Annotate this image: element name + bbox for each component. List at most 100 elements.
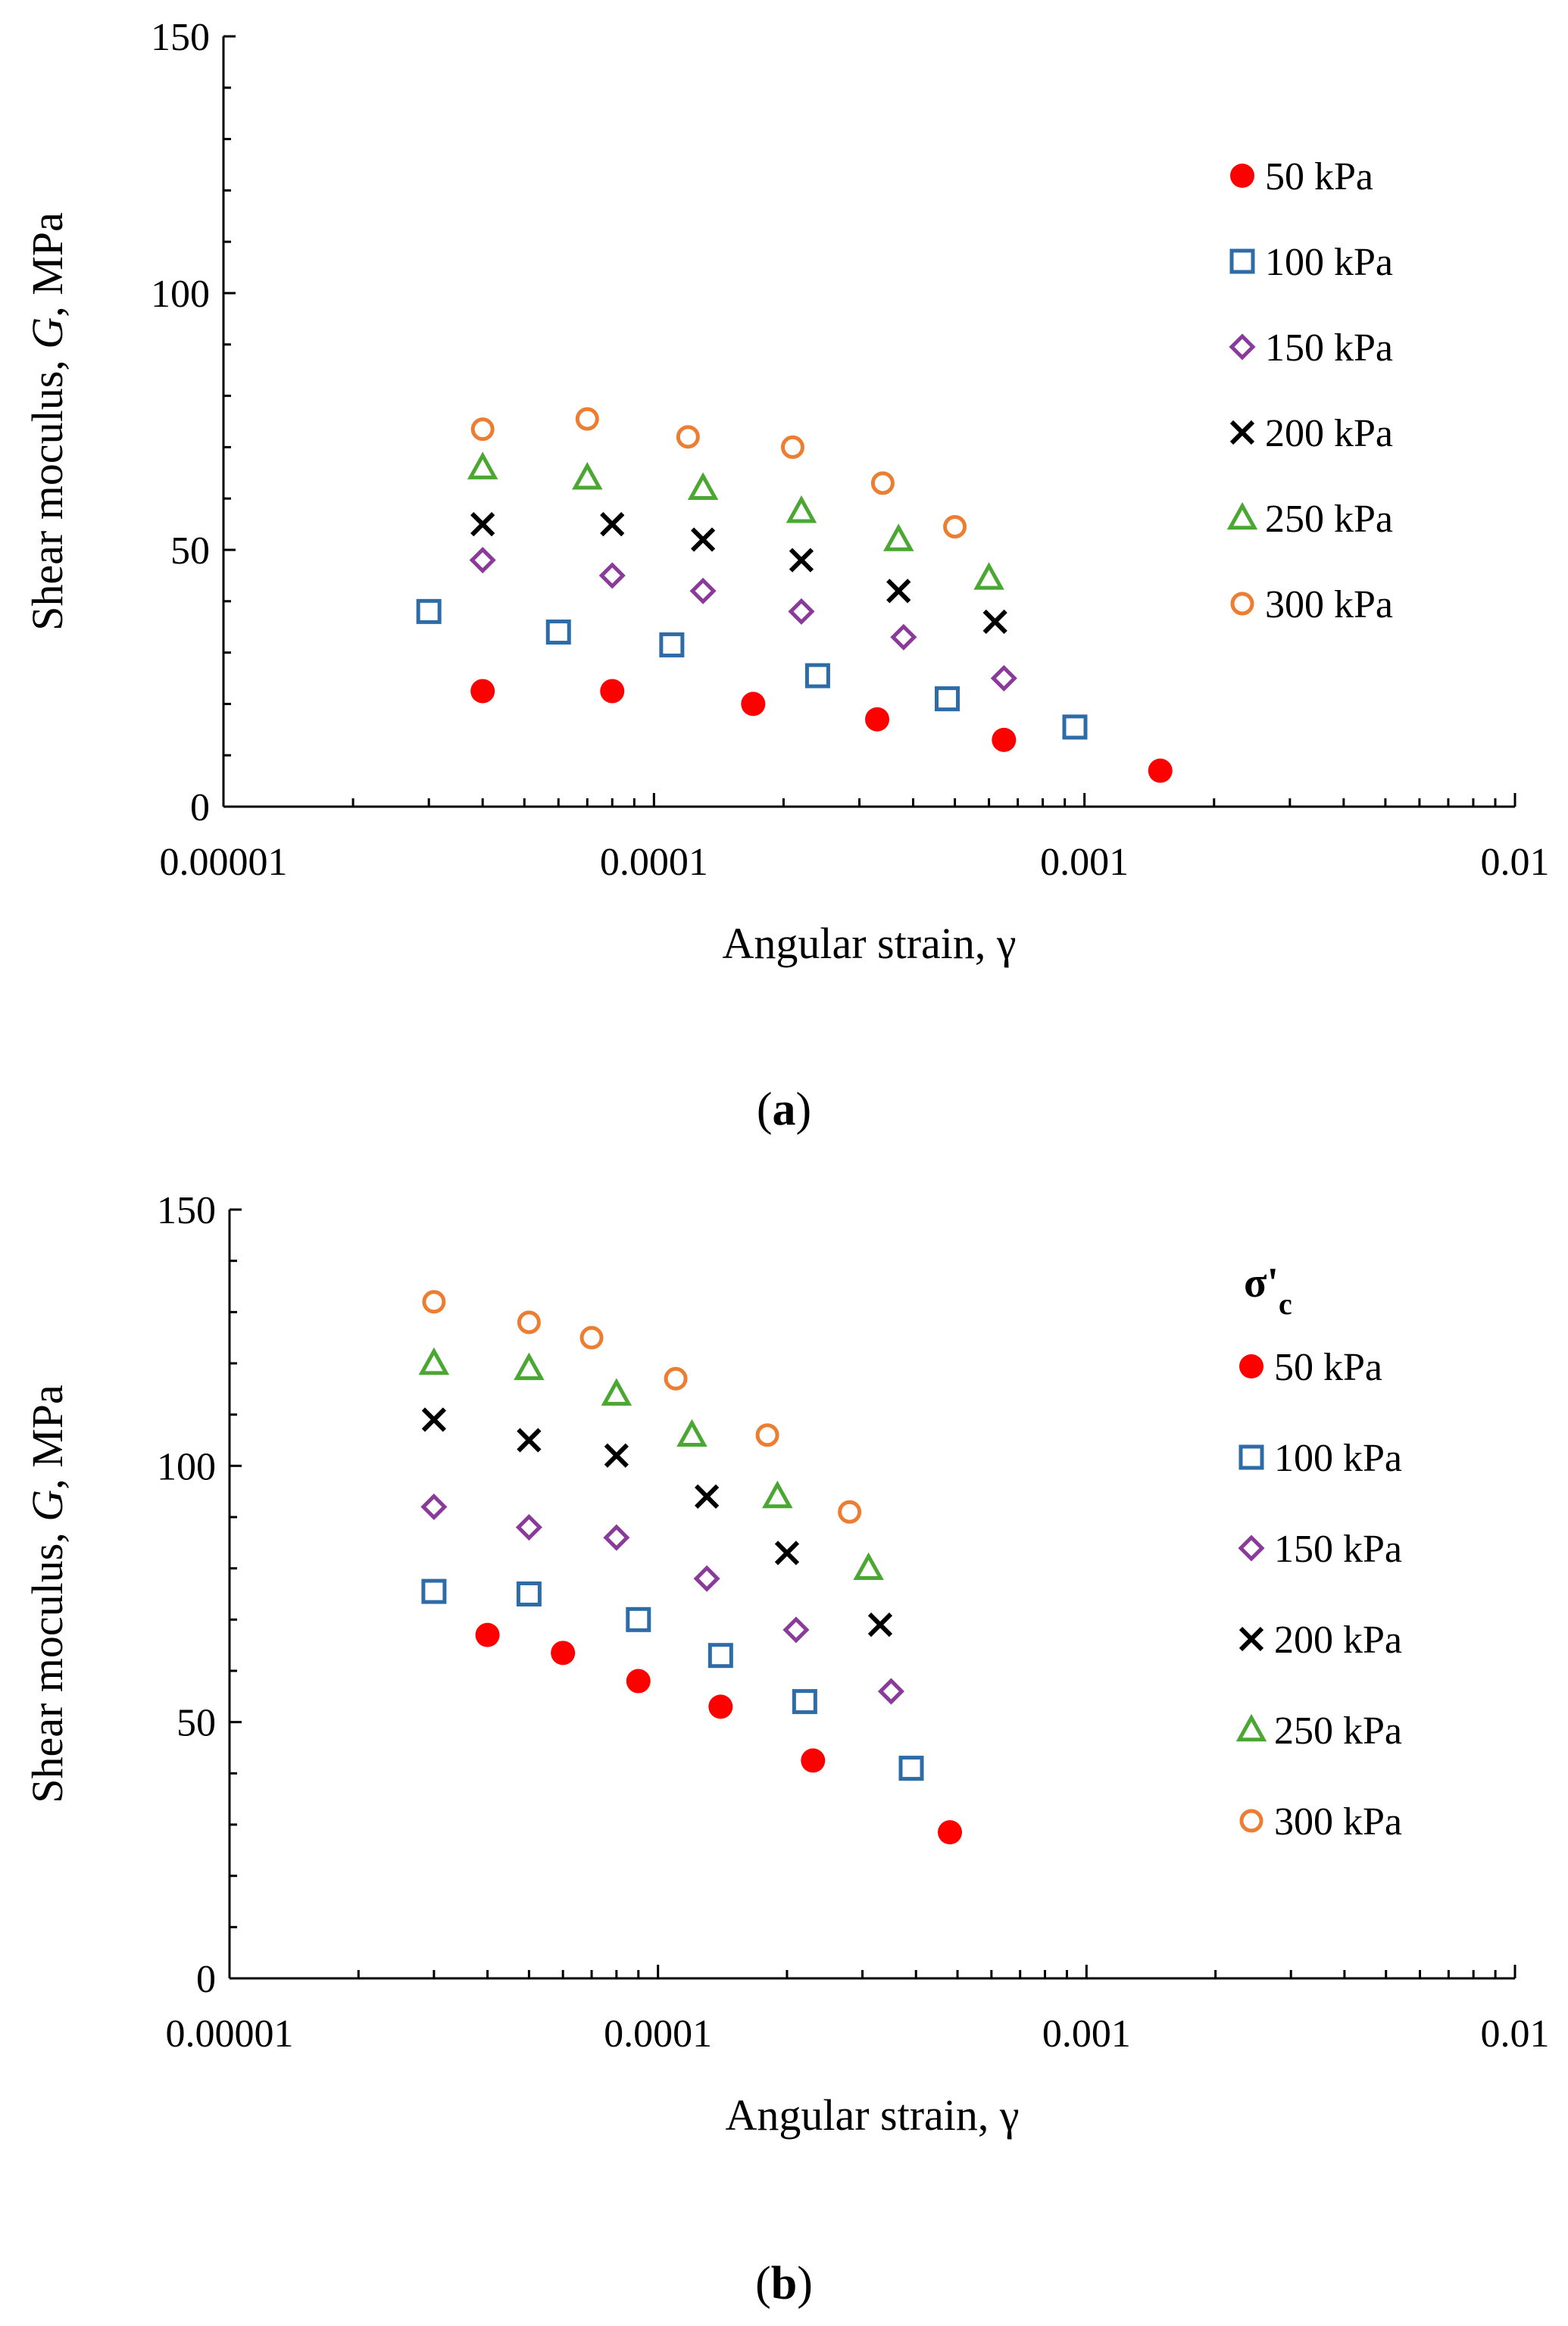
data-point [470, 417, 495, 442]
legend-label: 50 kPa [1265, 155, 1373, 198]
data-point [604, 1443, 629, 1468]
data-point [708, 1694, 733, 1719]
legend: 50 kPa 100 kPa 150 kPa 200 kPa 250 kPa 300 kP… [1226, 155, 1393, 626]
data-point [789, 548, 814, 573]
data-point [890, 623, 917, 651]
data-point [676, 1419, 707, 1447]
data-point [467, 451, 498, 479]
y-tick-label: 50 [170, 529, 210, 573]
data-point [886, 579, 911, 604]
series-200-kpa [470, 511, 1007, 635]
y-tick-label: 150 [151, 16, 210, 59]
data-point [762, 1480, 793, 1509]
panel-label-close: ) [797, 2258, 813, 2309]
legend-marker [1235, 1713, 1267, 1742]
data-point [782, 1616, 810, 1644]
series-200-kpa [421, 1407, 893, 1638]
x-tick-label: 0.001 [1042, 2012, 1131, 2056]
chart-panel-b: 0 50 100 150 0.00001 0.0001 0.001 0.01 Angular s… [23, 1189, 1550, 2309]
data-point [865, 707, 890, 732]
legend-label: 100 kPa [1274, 1437, 1402, 1480]
y-tick-label: 150 [157, 1189, 216, 1232]
legend-marker [1226, 501, 1258, 530]
data-point [515, 1513, 542, 1541]
legend-label: 150 kPa [1274, 1528, 1402, 1571]
x-tick-label: 0.00001 [166, 2012, 294, 2056]
data-point [870, 471, 895, 495]
data-point [838, 1500, 862, 1524]
data-point [416, 598, 442, 624]
data-point [792, 1689, 817, 1715]
data-point [1148, 758, 1173, 783]
data-point [853, 1552, 884, 1580]
data-point [514, 1352, 545, 1381]
data-point [603, 1524, 630, 1551]
data-point [804, 663, 830, 688]
legend-label: 200 kPa [1265, 412, 1393, 455]
y-axis-title-part: , MPa [23, 1385, 72, 1490]
x-tick-label: 0.01 [1481, 2012, 1550, 2056]
series-150-kpa [420, 1493, 904, 1705]
data-point [470, 679, 495, 704]
legend-marker [1229, 248, 1255, 274]
data-point [551, 1641, 576, 1666]
data-point [990, 664, 1017, 692]
data-point [664, 1366, 688, 1391]
y-axis-title: Shear moculus, G, MPa [23, 1385, 72, 1803]
x-axis-title: Angular strain, γ [725, 2090, 1019, 2140]
series-50-kpa [470, 679, 1173, 783]
data-point [1062, 714, 1088, 740]
legend-label: 100 kPa [1265, 241, 1393, 284]
panel-label-open: ( [755, 2258, 771, 2309]
data-point [687, 472, 719, 500]
series-300-kpa [422, 1290, 862, 1524]
data-point [693, 1565, 720, 1592]
y-tick-label: 50 [176, 1702, 216, 1745]
data-point [801, 1748, 826, 1773]
data-point [938, 1820, 963, 1845]
data-point [601, 1378, 633, 1406]
series-50-kpa [475, 1622, 963, 1845]
data-point [935, 686, 960, 712]
y-axis-title-part: Shear moculus, [23, 1522, 72, 1803]
data-point [572, 461, 603, 490]
data-point [575, 407, 599, 431]
data-point [883, 523, 914, 551]
x-tick-label: 0.01 [1481, 841, 1550, 884]
data-point [469, 547, 496, 574]
data-point [517, 1310, 541, 1335]
x-tick-label: 0.0001 [600, 841, 708, 884]
legend-label: 250 kPa [1265, 498, 1393, 541]
series-100-kpa [416, 598, 1088, 740]
legend-label: 300 kPa [1265, 583, 1393, 626]
data-point [982, 609, 1007, 635]
x-axis-title: Angular strain, γ [722, 919, 1016, 968]
data-point [579, 1325, 604, 1350]
data-point [418, 1347, 450, 1375]
data-point [741, 692, 766, 717]
data-point [992, 727, 1017, 752]
series-150-kpa [469, 547, 1017, 692]
data-point [475, 1622, 500, 1647]
legend-label: 300 kPa [1274, 1800, 1402, 1844]
legend-label: 200 kPa [1274, 1619, 1402, 1662]
legend-marker [1230, 592, 1254, 616]
panel-label-close: ) [796, 1084, 812, 1135]
data-point [516, 1581, 542, 1606]
data-point [786, 495, 817, 523]
data-point [470, 511, 495, 537]
series-250-kpa [418, 1347, 884, 1580]
legend-label: 150 kPa [1265, 326, 1393, 370]
data-point [867, 1612, 893, 1638]
data-point [690, 527, 716, 552]
panel-label-letter: b [771, 2258, 797, 2309]
panel-label: (a) [757, 1084, 811, 1135]
x-tick-label: 0.00001 [160, 841, 288, 884]
data-point [877, 1678, 904, 1705]
legend-marker [1238, 1444, 1264, 1470]
data-point [676, 425, 700, 449]
legend-label: 250 kPa [1274, 1709, 1402, 1753]
panel-label: (b) [755, 2258, 813, 2309]
legend-marker [1230, 164, 1254, 188]
